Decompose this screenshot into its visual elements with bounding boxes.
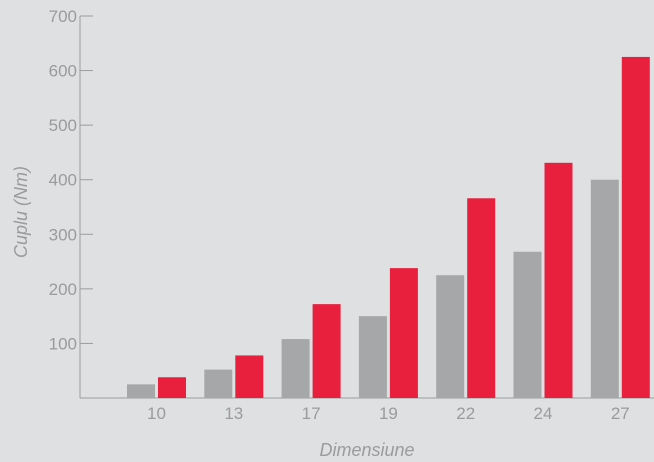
x-tick-label: 27	[611, 404, 630, 423]
bar-27-series-1	[590, 179, 619, 398]
bar-10-series-1	[127, 384, 155, 398]
y-axis-title: Cuplu (Nm)	[11, 166, 31, 258]
x-tick-label: 22	[456, 404, 475, 423]
x-tick-label: 24	[534, 404, 553, 423]
bar-19-series-1	[358, 316, 387, 398]
bar-13-series-2	[235, 355, 264, 398]
chart-axes: 100 200 300 400 500 600 700 10 13 17 19 22 24 27	[49, 7, 654, 423]
bar-13-series-1	[204, 369, 233, 398]
chart-bars	[127, 56, 650, 399]
bar-10-series-2	[158, 377, 186, 398]
y-tick-label: 300	[49, 225, 77, 244]
bar-27-series-2	[621, 56, 650, 399]
x-tick-label: 13	[224, 404, 243, 423]
bar-22-series-1	[436, 275, 465, 398]
x-tick-label: 17	[302, 404, 321, 423]
bar-17-series-1	[281, 339, 310, 398]
x-tick-label: 10	[147, 404, 166, 423]
x-tick-label: 19	[379, 404, 398, 423]
y-tick-label: 500	[49, 116, 77, 135]
y-tick-label: 700	[49, 7, 77, 26]
bar-19-series-2	[389, 268, 418, 398]
x-axis-title: Dimensiune	[319, 440, 414, 460]
y-tick-label: 200	[49, 280, 77, 299]
y-tick-label: 400	[49, 171, 77, 190]
y-tick-label: 100	[49, 334, 77, 353]
bar-17-series-2	[312, 304, 341, 398]
bar-24-series-1	[513, 251, 542, 398]
y-tick-label: 600	[49, 62, 77, 81]
bar-24-series-2	[544, 162, 573, 398]
bar-22-series-2	[467, 198, 496, 398]
